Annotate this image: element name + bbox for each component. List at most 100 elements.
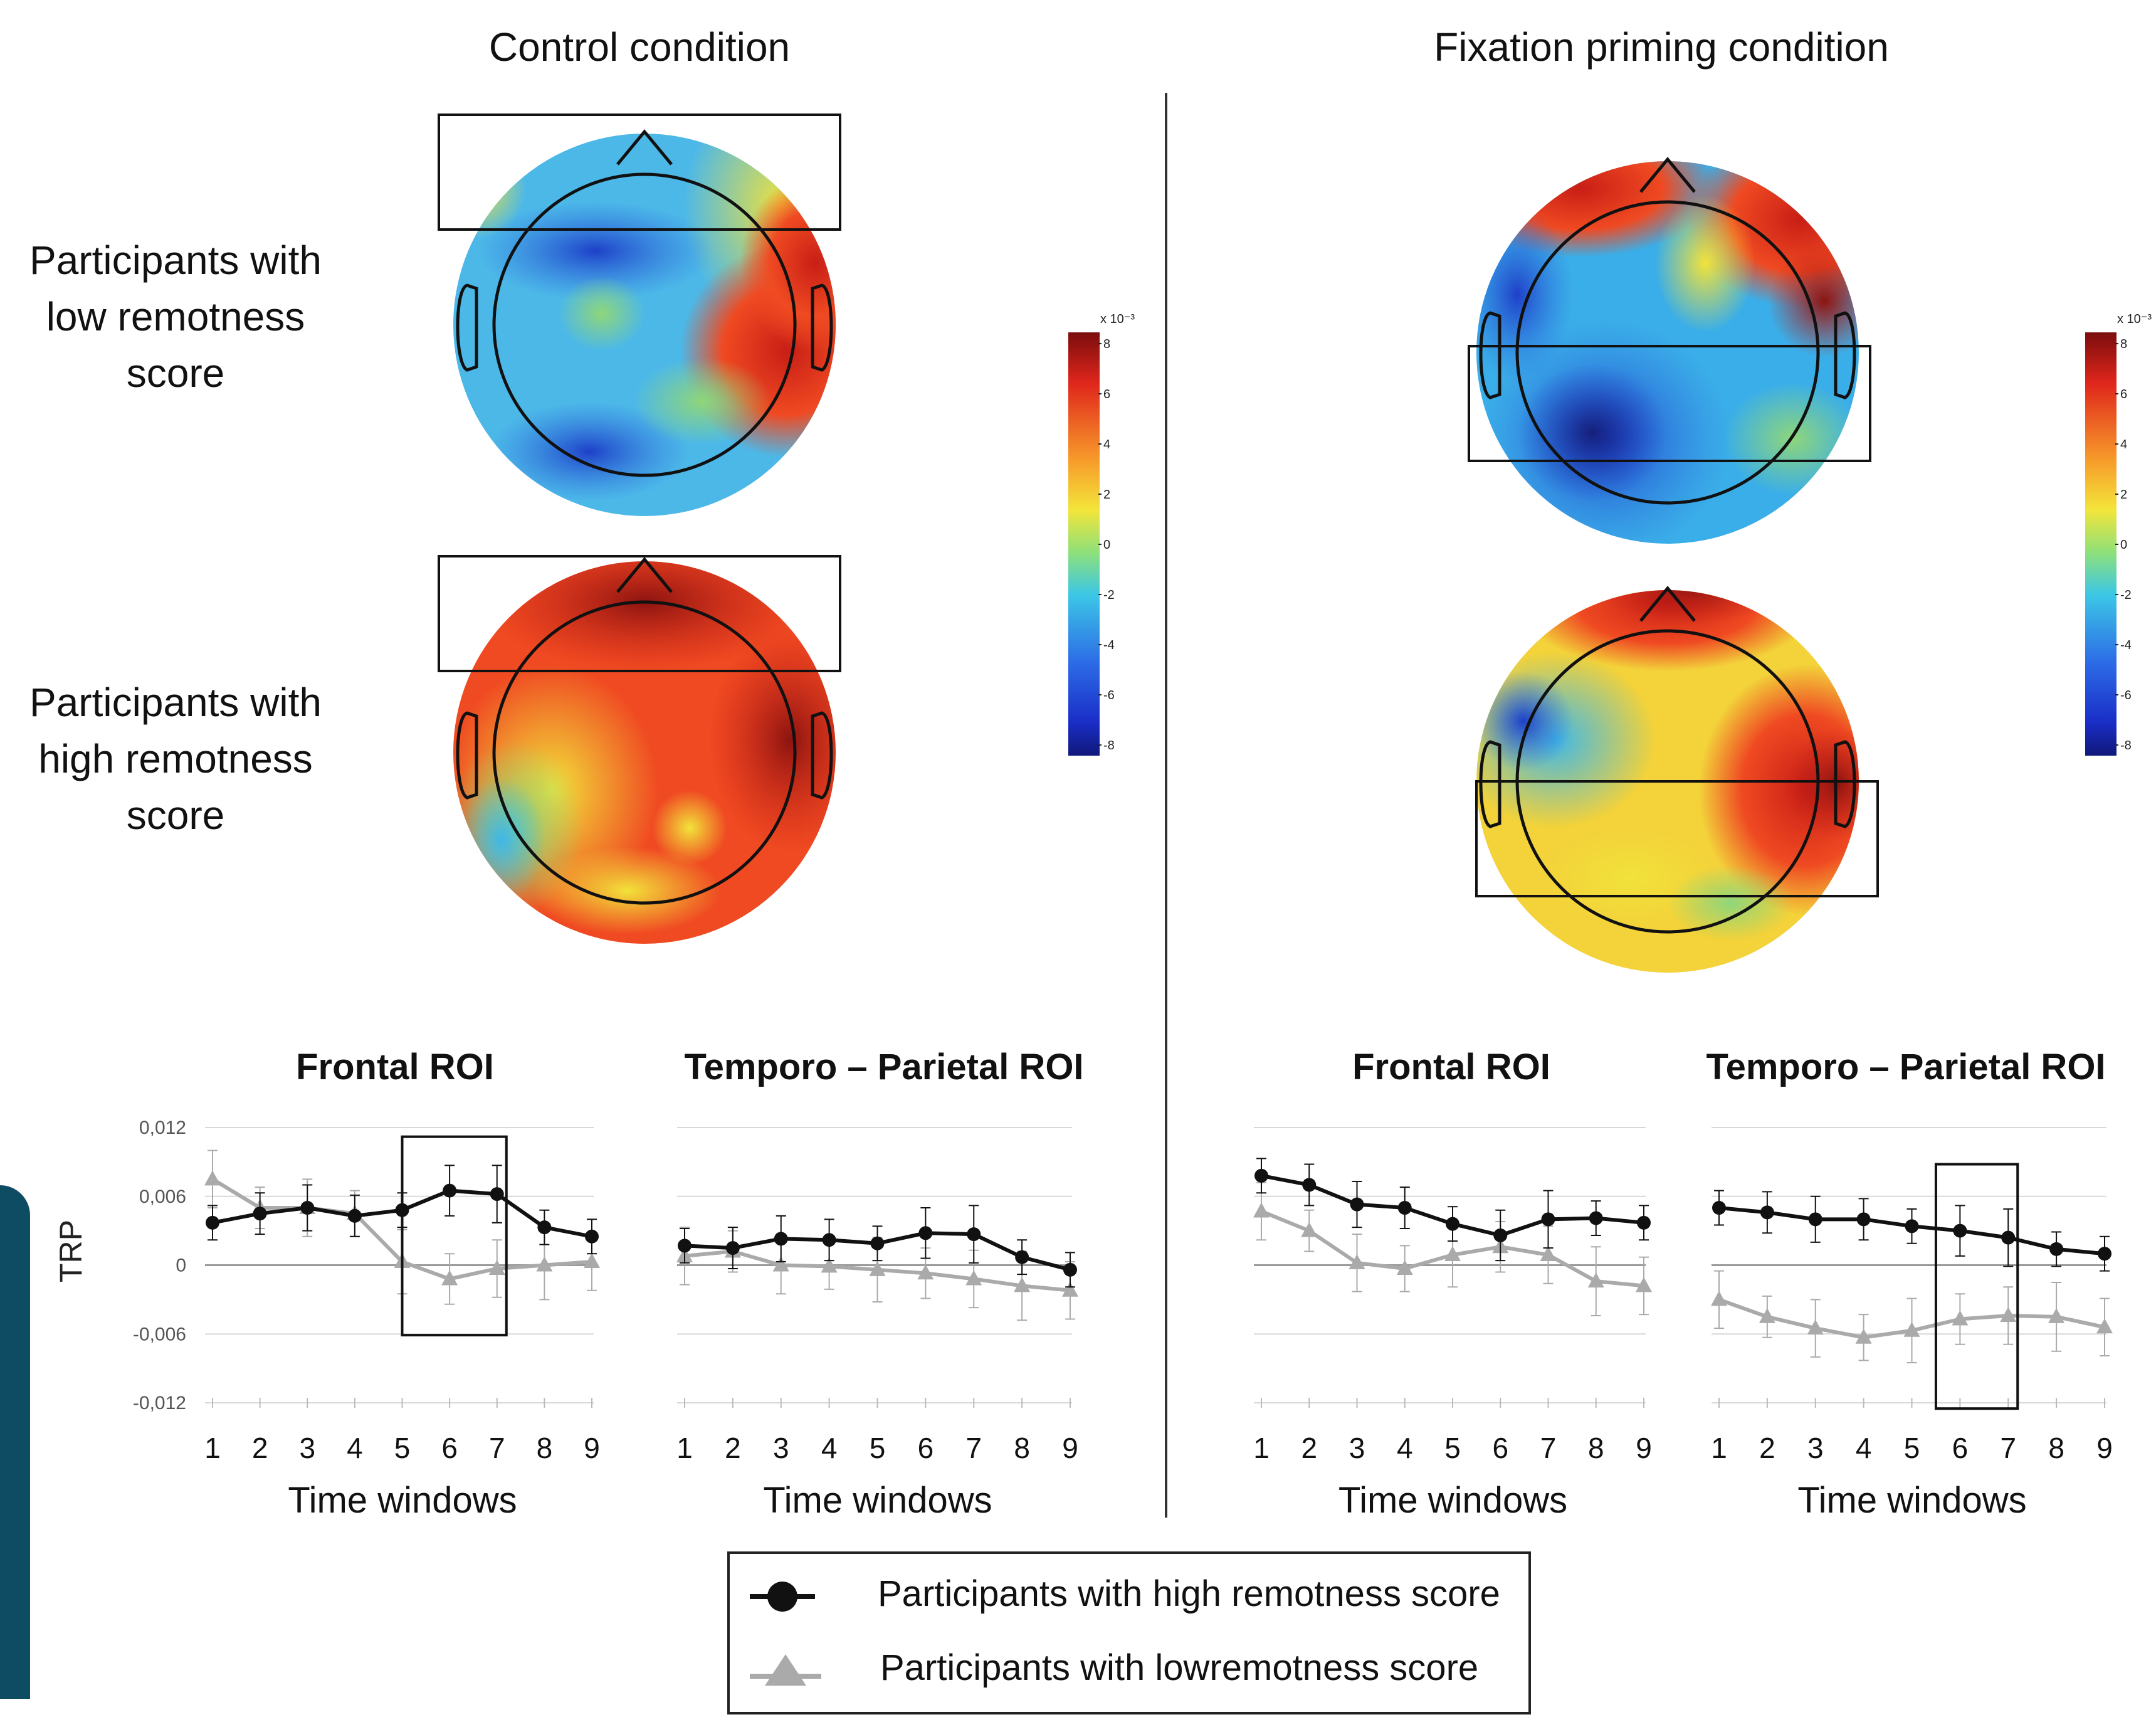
- point-low: [1396, 1259, 1413, 1275]
- colorbar-fixation-exponent: x 10⁻³: [2117, 312, 2152, 326]
- point-high: [585, 1229, 599, 1244]
- x-tick-label: 9: [2096, 1432, 2113, 1464]
- point-low: [1444, 1246, 1461, 1262]
- point-high: [1541, 1212, 1555, 1227]
- x-tick-label: 8: [1014, 1432, 1030, 1464]
- point-low: [204, 1170, 221, 1186]
- point-high: [2049, 1242, 2064, 1256]
- point-low: [917, 1264, 934, 1280]
- point-low: [536, 1256, 553, 1272]
- fixation-condition-title: Fixation priming condition: [1434, 24, 1889, 70]
- point-high: [206, 1215, 219, 1230]
- x-tick-label: 6: [441, 1432, 458, 1464]
- point-low: [1711, 1291, 1727, 1306]
- plot-1: 0,012 0,006 0 -0,006 -0,012 1 2 3 4 5 6 7 8 9 Time win…: [133, 1117, 600, 1521]
- legend-high-marker: [767, 1582, 797, 1612]
- point-high: [1905, 1219, 1919, 1234]
- colorbar-control-exponent: x 10⁻³: [1100, 312, 1135, 326]
- colorbar-tick-label: -6: [1103, 689, 1115, 702]
- row-label-high-line-2: high remotness: [38, 736, 313, 781]
- x-tick-label: 2: [1759, 1432, 1775, 1464]
- y-tick-label: 0,006: [139, 1186, 186, 1207]
- x-tick-label: 3: [1349, 1432, 1365, 1464]
- x-axis-label: Time windows: [763, 1480, 992, 1521]
- roi-boxes: [438, 114, 1879, 897]
- highlight-box: [401, 1135, 508, 1337]
- point-high: [1589, 1211, 1603, 1225]
- colorbar-tick-label: -4: [2120, 638, 2132, 652]
- plot-title-fixation-frontal: Frontal ROI: [1352, 1047, 1550, 1087]
- x-tick-label: 9: [1636, 1432, 1652, 1464]
- point-low: [1349, 1254, 1365, 1269]
- y-tick-label: -0,006: [133, 1324, 186, 1345]
- colorbar-control-ticks: 8 6 4 2 0 -2 -4 -6 -8: [1098, 337, 1115, 753]
- point-high: [870, 1236, 885, 1250]
- point-high: [537, 1220, 552, 1235]
- colorbar-tick-label: 0: [1103, 538, 1110, 552]
- x-tick-label: 2: [252, 1432, 268, 1464]
- colorbar-tick-label: 2: [1103, 488, 1110, 502]
- point-low: [965, 1270, 982, 1286]
- point-low: [2096, 1318, 2113, 1334]
- x-tick-label: 3: [773, 1432, 789, 1464]
- plot-title-fixation-temporo-parietal: Temporo – Parietal ROI: [1706, 1047, 2106, 1087]
- point-high: [1953, 1223, 1967, 1238]
- x-tick-label: 6: [1952, 1432, 1969, 1464]
- colorbar-control: [1068, 332, 1100, 756]
- x-tick-label: 1: [204, 1432, 221, 1464]
- colorbar-fixation-ticks: 8 6 4 2 0 -2 -4 -6 -8: [2115, 337, 2132, 753]
- y-tick-label: -0,012: [133, 1393, 186, 1413]
- x-tick-label: 8: [1588, 1432, 1604, 1464]
- point-high: [725, 1241, 740, 1255]
- legend-low-marker: [765, 1654, 806, 1686]
- y-tick-label: 0: [176, 1255, 186, 1276]
- topomaps: x 10⁻³ x 10⁻³ 8 6 4 2 0 -2 -4 -6 -8 8 6 4 2 0 -2 -4 -6 -…: [438, 114, 2152, 973]
- x-tick-label: 3: [1807, 1432, 1824, 1464]
- point-low: [584, 1253, 600, 1269]
- point-low: [2000, 1306, 2017, 1322]
- x-tick-label: 1: [1711, 1432, 1727, 1464]
- colorbar-tick-label: 2: [2120, 488, 2127, 502]
- point-high: [2001, 1230, 2016, 1245]
- point-high: [774, 1232, 788, 1246]
- point-low: [1253, 1202, 1270, 1218]
- x-tick-label: 9: [1062, 1432, 1078, 1464]
- point-low: [1903, 1321, 1920, 1337]
- x-tick-label: 8: [537, 1432, 553, 1464]
- highlight-box: [1934, 1163, 2019, 1410]
- x-tick-label: 9: [584, 1432, 600, 1464]
- point-high: [1254, 1168, 1268, 1183]
- point-high: [1712, 1201, 1726, 1215]
- colorbar-tick-label: -8: [1103, 739, 1115, 753]
- plot-title-control-temporo-parietal: Temporo – Parietal ROI: [684, 1047, 1084, 1087]
- point-low: [1759, 1308, 1775, 1323]
- x-tick-label: 7: [1540, 1432, 1557, 1464]
- colorbar-tick-label: -4: [1103, 638, 1115, 652]
- x-tick-label: 3: [299, 1432, 315, 1464]
- x-axis-label: Time windows: [288, 1480, 517, 1521]
- row-label-high-line-3: score: [126, 793, 225, 838]
- x-tick-label: 2: [725, 1432, 741, 1464]
- x-tick-label: 5: [394, 1432, 411, 1464]
- row-label-low-line-2: low remotness: [46, 294, 305, 339]
- x-tick-label: 4: [821, 1432, 838, 1464]
- plot-3: 1 2 3 4 5 6 7 8 9 Time windows: [1253, 1127, 1652, 1521]
- point-high: [678, 1239, 691, 1253]
- row-label-high-line-1: Participants with: [29, 680, 322, 725]
- point-high: [1760, 1205, 1774, 1220]
- plot-4: 1 2 3 4 5 6 7 8 9 Time windows: [1711, 1127, 2113, 1521]
- point-high: [1063, 1262, 1077, 1277]
- point-high: [1637, 1215, 1651, 1230]
- accent-bar: [0, 1185, 30, 1699]
- point-high: [1493, 1228, 1508, 1242]
- point-low: [1301, 1222, 1318, 1237]
- colorbar-tick-label: 0: [2120, 538, 2127, 552]
- x-axis-label: Time windows: [1797, 1480, 2026, 1521]
- point-high: [347, 1208, 362, 1223]
- point-high: [1350, 1197, 1364, 1212]
- point-low: [772, 1256, 789, 1272]
- point-high: [1397, 1201, 1412, 1215]
- row-label-low: Participants with low remotness score: [0, 232, 351, 401]
- colorbar-tick-label: -2: [2120, 588, 2132, 602]
- x-tick-label: 7: [2000, 1432, 2016, 1464]
